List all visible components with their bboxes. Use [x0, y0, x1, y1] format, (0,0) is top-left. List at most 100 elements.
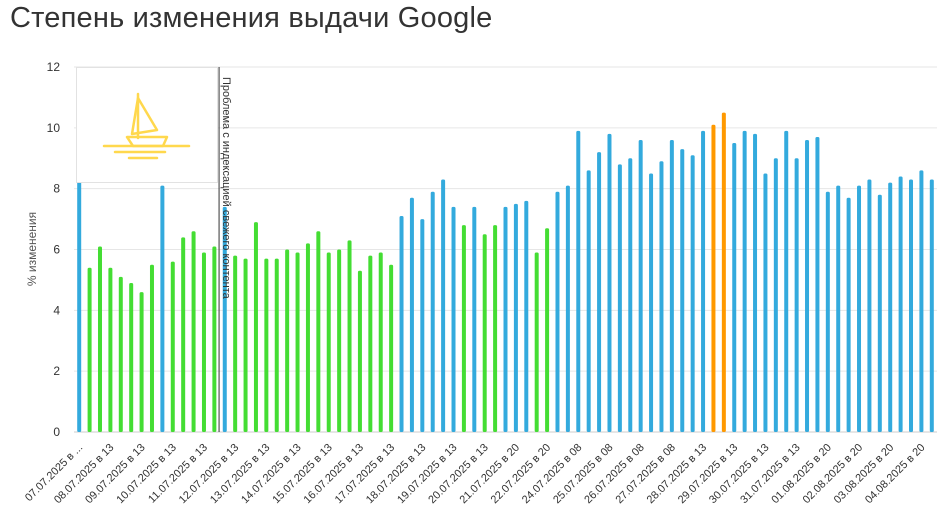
y-tick-label: 6: [53, 243, 60, 257]
bar[interactable]: [129, 282, 134, 432]
bar[interactable]: [233, 255, 238, 432]
bar[interactable]: [378, 252, 383, 432]
y-axis-ticks: 0 2 4 6 8 10 12: [47, 60, 61, 439]
bar[interactable]: [649, 173, 654, 433]
bar[interactable]: [77, 136, 82, 433]
bar[interactable]: [815, 136, 820, 433]
bar[interactable]: [389, 264, 394, 432]
bar[interactable]: [825, 191, 830, 432]
bar[interactable]: [212, 246, 217, 432]
sailboat-icon: [102, 92, 191, 160]
bar[interactable]: [357, 270, 362, 432]
bar[interactable]: [857, 185, 862, 432]
bar[interactable]: [243, 258, 248, 432]
x-axis-ticks: 07.07.2025 в ...08.07.2025 в 1309.07.202…: [23, 442, 928, 507]
bar[interactable]: [409, 197, 414, 432]
bar[interactable]: [264, 258, 269, 432]
bar[interactable]: [503, 206, 508, 432]
y-tick-label: 10: [47, 121, 61, 135]
y-tick-label: 4: [53, 303, 60, 317]
bar[interactable]: [316, 231, 321, 432]
y-tick-label: 8: [53, 182, 60, 196]
bar[interactable]: [867, 179, 872, 432]
bar[interactable]: [108, 267, 113, 432]
bar[interactable]: [87, 267, 92, 432]
bar[interactable]: [742, 130, 747, 432]
bar[interactable]: [181, 237, 186, 432]
bar[interactable]: [451, 206, 456, 432]
bar[interactable]: [368, 255, 373, 432]
bar[interactable]: [441, 179, 446, 432]
annotation: Проблема с индексацией свежего контента: [218, 67, 232, 432]
bar[interactable]: [295, 252, 300, 432]
bar[interactable]: [721, 112, 726, 432]
bar[interactable]: [617, 164, 622, 433]
bar[interactable]: [690, 155, 695, 433]
bar[interactable]: [836, 185, 841, 432]
bar[interactable]: [576, 130, 581, 432]
bar[interactable]: [139, 292, 144, 432]
bar[interactable]: [191, 231, 196, 432]
bar[interactable]: [586, 170, 591, 432]
bar[interactable]: [607, 133, 612, 432]
bar[interactable]: [326, 252, 331, 432]
bar[interactable]: [680, 149, 685, 432]
bar[interactable]: [482, 234, 487, 432]
bar[interactable]: [773, 158, 778, 432]
bar[interactable]: [805, 140, 810, 432]
bar[interactable]: [399, 216, 404, 432]
bar[interactable]: [201, 252, 206, 432]
bar[interactable]: [461, 225, 466, 432]
bar[interactable]: [701, 130, 706, 432]
bar[interactable]: [669, 140, 674, 432]
bar[interactable]: [888, 182, 893, 432]
bar[interactable]: [160, 185, 165, 432]
bar[interactable]: [565, 185, 570, 432]
bar[interactable]: [919, 170, 924, 432]
bar[interactable]: [97, 246, 102, 432]
bar[interactable]: [753, 133, 758, 432]
bar[interactable]: [877, 194, 882, 432]
bar[interactable]: [253, 222, 258, 432]
bar[interactable]: [305, 243, 310, 432]
bar[interactable]: [909, 179, 914, 432]
bar[interactable]: [513, 203, 518, 432]
bar[interactable]: [545, 228, 550, 432]
bar[interactable]: [337, 249, 342, 433]
bar[interactable]: [784, 130, 789, 432]
chart-title: Степень изменения выдачи Google: [10, 2, 493, 34]
bar[interactable]: [711, 124, 716, 433]
bar[interactable]: [794, 158, 799, 432]
bar[interactable]: [846, 197, 851, 432]
y-axis-label: % изменения: [25, 212, 39, 286]
bar[interactable]: [149, 264, 154, 432]
logo-box: [76, 67, 218, 183]
bar[interactable]: [274, 258, 279, 432]
bar[interactable]: [763, 173, 768, 433]
bar[interactable]: [170, 261, 175, 432]
bar[interactable]: [493, 225, 498, 432]
bar[interactable]: [420, 219, 425, 432]
bar[interactable]: [638, 140, 643, 432]
bar[interactable]: [118, 276, 123, 432]
y-tick-label: 0: [53, 425, 60, 439]
bar[interactable]: [555, 191, 560, 432]
bar[interactable]: [524, 200, 529, 432]
x-tick-label: 04.08.2025 в 20: [863, 442, 928, 507]
bar[interactable]: [285, 249, 290, 433]
bar[interactable]: [597, 152, 602, 432]
bar[interactable]: [628, 158, 633, 432]
bar[interactable]: [732, 143, 737, 432]
bar[interactable]: [430, 191, 435, 432]
bar[interactable]: [929, 179, 934, 432]
bar[interactable]: [472, 206, 477, 432]
bar[interactable]: [534, 252, 539, 432]
bars: [77, 112, 934, 433]
bar[interactable]: [898, 176, 903, 433]
bar[interactable]: [659, 161, 664, 432]
bar[interactable]: [347, 240, 352, 432]
y-tick-label: 12: [47, 60, 61, 74]
y-tick-label: 2: [53, 364, 60, 378]
bar[interactable]: [222, 206, 227, 432]
